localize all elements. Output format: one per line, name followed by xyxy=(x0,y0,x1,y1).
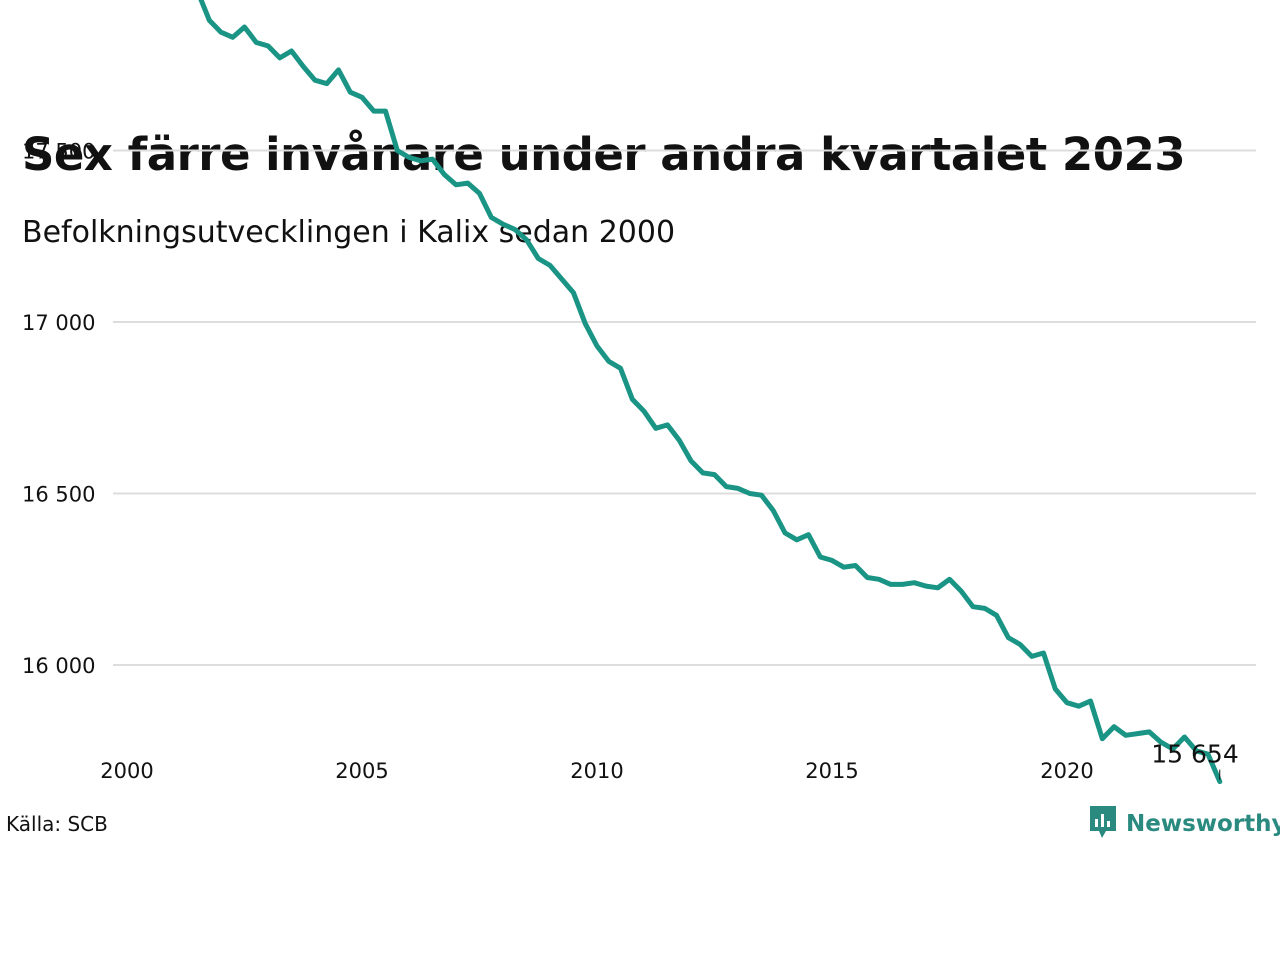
chart-subtitle: Befolkningsutvecklingen i Kalix sedan 20… xyxy=(22,215,676,250)
x-axis-tick-labels: 2000 2005 2010 2015 2020 xyxy=(100,759,1093,783)
gridlines xyxy=(113,149,1256,666)
x-tick-label: 2020 xyxy=(1040,759,1093,783)
x-tick-label: 2000 xyxy=(100,759,153,783)
newsworthy-logo: Newsworthy xyxy=(1088,804,1280,844)
brand-name: Newsworthy xyxy=(1126,811,1280,837)
x-tick-label: 2010 xyxy=(570,759,623,783)
end-value-label: 15 654 xyxy=(1151,740,1238,769)
population-line xyxy=(198,0,1223,785)
source-note: Källa: SCB xyxy=(6,812,108,836)
y-tick-label: 16 500 xyxy=(22,483,95,507)
x-tick-label: 2005 xyxy=(335,759,388,783)
y-tick-label: 16 000 xyxy=(22,654,95,678)
newsworthy-logo-icon xyxy=(1088,804,1118,844)
x-tick-label: 2015 xyxy=(805,759,858,783)
y-tick-label: 17 000 xyxy=(22,311,95,335)
y-tick-label: 17 500 xyxy=(22,140,95,164)
chart-title: Sex färre invånare under andra kvartalet… xyxy=(22,128,1186,181)
